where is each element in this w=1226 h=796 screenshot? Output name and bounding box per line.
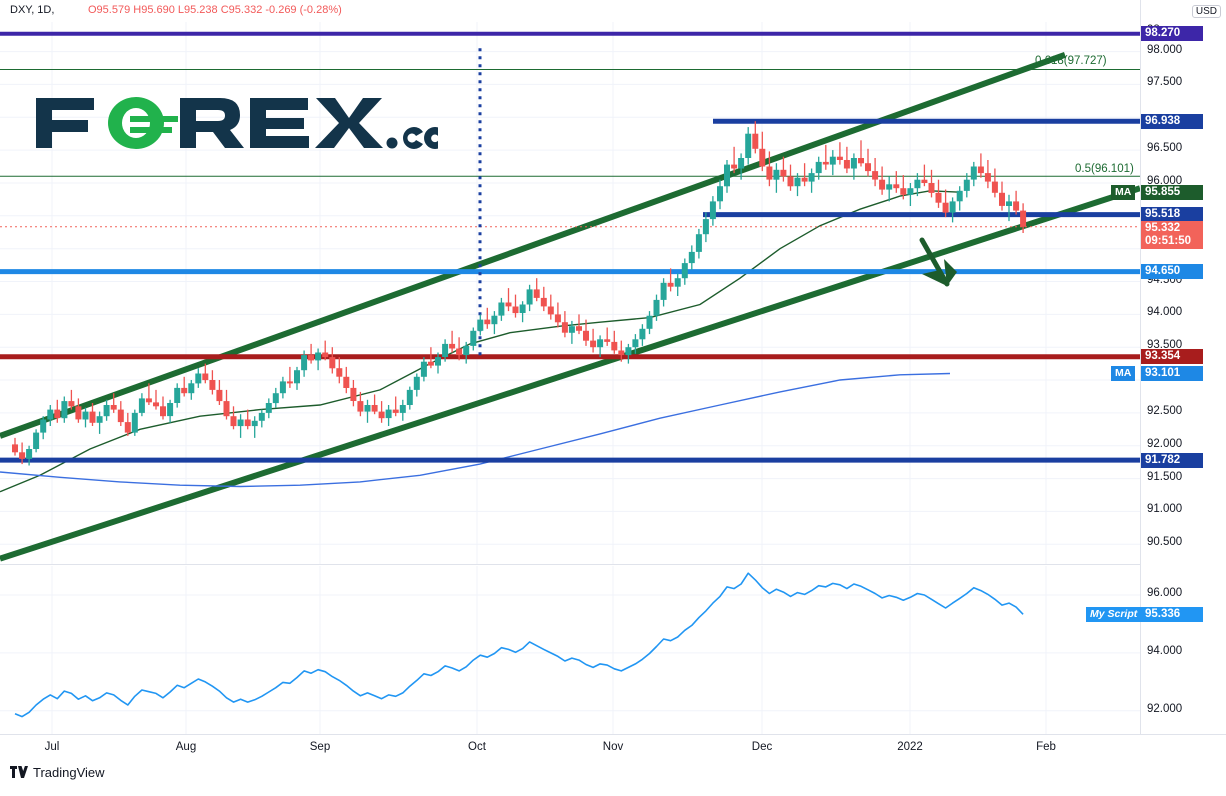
price-badge-value: 96.938 — [1145, 114, 1181, 127]
time-scale[interactable]: Jul Aug Sep Oct Nov Dec 2022 Feb — [0, 734, 1226, 761]
time-tick: Oct — [468, 741, 486, 753]
price-badge-value: 91.782 — [1145, 453, 1181, 466]
price-tick: 91.000 — [1147, 503, 1183, 516]
price-tick: 91.500 — [1147, 470, 1183, 483]
chart-footer: TradingView — [0, 760, 1226, 796]
tradingview-logo-icon — [10, 766, 28, 779]
price-tick: 96.000 — [1147, 175, 1183, 187]
indicator-pane[interactable] — [0, 566, 1140, 734]
price-badge-resistance-96938[interactable]: 96.938 — [1141, 113, 1203, 129]
price-badge-resistance-93354[interactable]: 93.354 — [1141, 349, 1203, 365]
forex-com-logo — [34, 96, 438, 150]
price-tick: 94.000 — [1147, 306, 1183, 319]
tradingview-label: TradingView — [33, 765, 105, 780]
price-badge-value: 98.270 — [1145, 27, 1181, 40]
price-plot — [0, 22, 1140, 564]
price-tick: 92.500 — [1147, 404, 1183, 417]
price-badge-value: 95.518 — [1145, 208, 1181, 221]
indicator-price-tick: 96.000 — [1147, 587, 1183, 599]
time-tick: Jul — [44, 741, 60, 753]
indicator-name-chip[interactable]: My Script — [1086, 606, 1142, 622]
bearish-arrow — [919, 237, 957, 287]
ohlc-legend: O95.579 H95.690 L95.238 C95.332 -0.269 (… — [88, 4, 342, 16]
symbol-title[interactable]: DXY, 1D, — [10, 4, 55, 16]
indicator-price-tick: 94.000 — [1147, 644, 1183, 657]
price-badge-support-91782[interactable]: 91.782 — [1141, 452, 1203, 468]
indicator-value-badge[interactable]: 95.336 — [1141, 606, 1203, 622]
indicator-plot — [0, 566, 1140, 734]
pane-divider[interactable] — [0, 564, 1140, 565]
price-tick: 97.500 — [1147, 76, 1183, 89]
main-price-pane[interactable] — [0, 22, 1140, 564]
price-tick: 96.500 — [1147, 142, 1183, 155]
currency-chip: USD — [1191, 5, 1221, 18]
price-badge-last-price[interactable]: 95.332 09:51:50 — [1141, 220, 1203, 249]
time-tick: Feb — [1036, 741, 1056, 753]
price-tick: 92.000 — [1147, 437, 1183, 450]
chart-header: DXY, 1D, O95.579 H95.690 L95.238 C95.332… — [0, 0, 1226, 22]
price-badge-support-94650[interactable]: 94.650 — [1141, 264, 1203, 280]
price-badge-support-95518[interactable]: 95.518 — [1141, 207, 1203, 223]
time-tick: Dec — [751, 741, 773, 753]
fib-618-label: 0.618(97.727) — [1035, 55, 1107, 68]
price-badge-ma-fast-value[interactable]: 95.855 — [1141, 185, 1203, 200]
price-badge-value: 93.354 — [1145, 350, 1181, 363]
price-tick: 93.500 — [1147, 339, 1183, 352]
price-badge-value: 95.855 — [1145, 186, 1181, 198]
price-tick: 90.500 — [1147, 536, 1183, 549]
price-badge-resistance-98270[interactable]: 98.270 — [1141, 26, 1203, 42]
time-tick: Sep — [309, 741, 331, 753]
price-tick: 98.000 — [1147, 43, 1183, 56]
price-badge-value: 94.650 — [1145, 265, 1181, 278]
price-badge-value: 95.332 — [1145, 221, 1181, 234]
tradingview-attribution[interactable]: TradingView — [10, 765, 105, 780]
time-tick: 2022 — [897, 741, 923, 753]
price-badge-time: 09:51:50 — [1145, 234, 1192, 247]
indicator-price-tick: 92.000 — [1147, 702, 1183, 715]
time-tick: Aug — [175, 741, 197, 753]
ma-tag: MA — [1111, 365, 1136, 381]
fib-500-label: 0.5(96.101) — [1075, 163, 1134, 176]
ma-tag: MA — [1111, 185, 1136, 200]
time-tick: Nov — [602, 741, 624, 753]
price-scale[interactable]: USD 9898.00097.50096.50096.00094.50094.0… — [1086, 0, 1226, 734]
price-badge-value: 93.101 — [1145, 366, 1181, 379]
price-badge-ma-slow-value[interactable]: 93.101 — [1141, 365, 1203, 381]
